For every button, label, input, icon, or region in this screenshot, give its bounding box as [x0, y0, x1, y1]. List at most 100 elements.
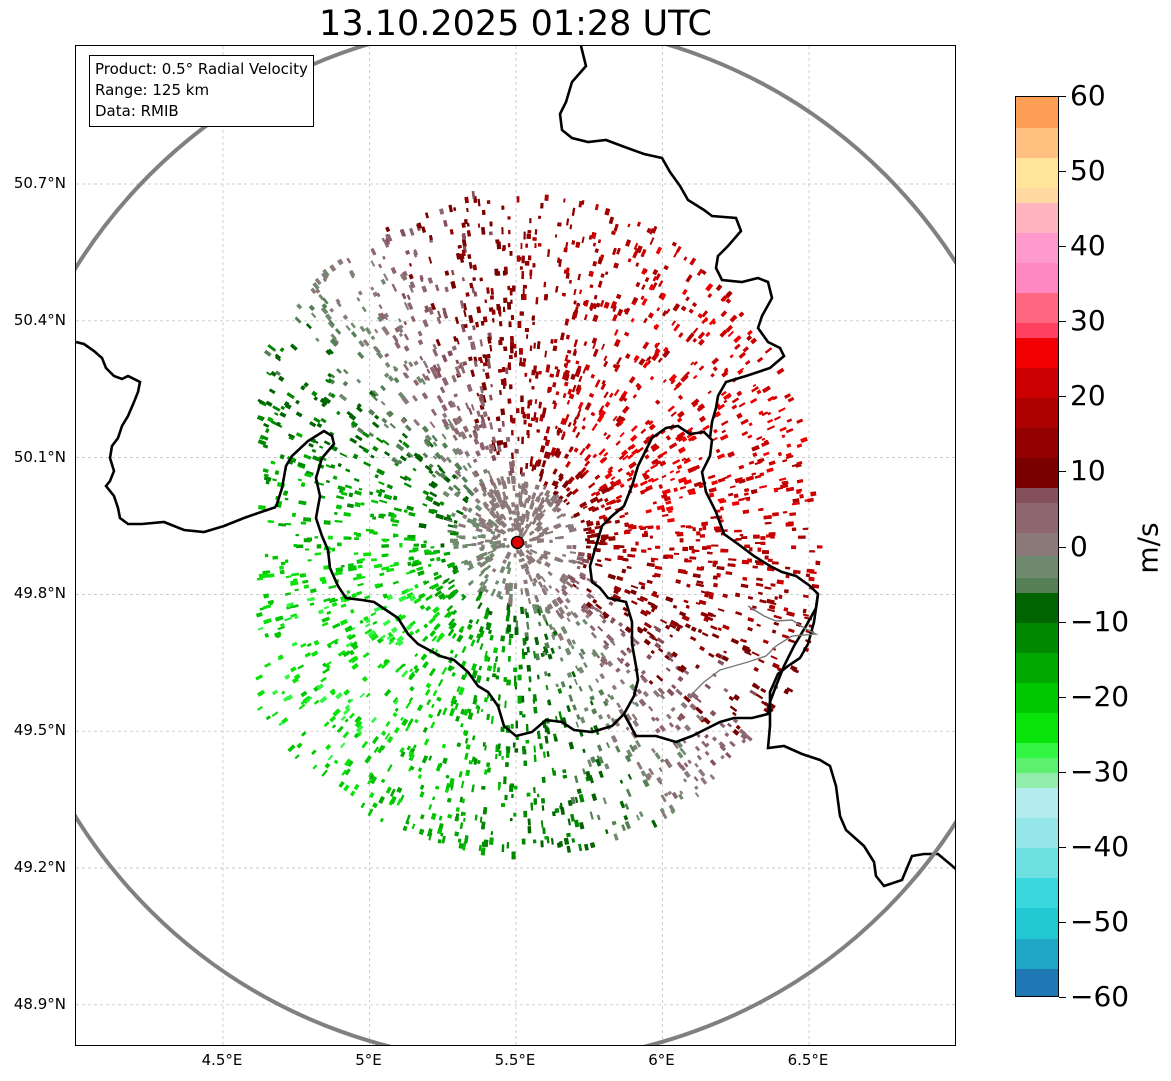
- echo-gate: [456, 509, 464, 516]
- echo-gate: [696, 404, 706, 412]
- echo-gate: [462, 425, 469, 433]
- echo-gate: [518, 496, 523, 505]
- echo-gate: [351, 643, 359, 650]
- echo-gate: [549, 539, 553, 543]
- echo-gate: [320, 306, 329, 315]
- echo-gate: [622, 396, 628, 402]
- echo-gate: [432, 611, 441, 620]
- echo-gate: [460, 708, 465, 715]
- echo-gate: [292, 604, 299, 609]
- echo-gate: [350, 424, 355, 429]
- echo-gate: [620, 632, 626, 638]
- echo-gate: [734, 343, 741, 350]
- echo-gate: [727, 492, 734, 497]
- echo-gate: [525, 739, 530, 744]
- echo-gate: [567, 799, 573, 807]
- echo-gate: [750, 337, 758, 345]
- echo-gate: [373, 746, 379, 754]
- echo-gate: [734, 529, 742, 533]
- echo-gate: [294, 615, 299, 620]
- echo-gate: [510, 314, 515, 320]
- echo-gate: [436, 316, 442, 325]
- echo-gate: [567, 818, 571, 826]
- echo-gate: [683, 599, 689, 604]
- echo-gate: [700, 590, 708, 594]
- echo-gate: [628, 376, 636, 384]
- echo-gate: [692, 573, 701, 579]
- echo-gate: [468, 261, 473, 269]
- echo-gate: [402, 441, 410, 449]
- echo-gate: [648, 767, 655, 776]
- echo-gate: [370, 260, 376, 267]
- echo-gate: [464, 402, 470, 410]
- echo-gate: [416, 704, 424, 712]
- echo-gate: [380, 513, 386, 517]
- echo-gate: [428, 256, 433, 264]
- echo-gate: [311, 749, 317, 756]
- echo-gate: [561, 431, 566, 438]
- echo-gate: [774, 596, 779, 600]
- echo-gate: [429, 366, 436, 375]
- echo-gate: [448, 422, 456, 432]
- echo-gate: [532, 321, 536, 326]
- echo-gate: [719, 329, 728, 338]
- echo-gate: [661, 474, 667, 479]
- echo-gate: [630, 425, 638, 432]
- echo-gate: [559, 576, 568, 584]
- echo-gate: [482, 362, 488, 367]
- echo-gate: [787, 521, 794, 526]
- echo-gate: [610, 300, 618, 310]
- echo-gate: [476, 306, 482, 314]
- echo-gate: [762, 451, 770, 457]
- echo-gate: [655, 727, 661, 734]
- echo-gate: [662, 513, 669, 517]
- echo-gate: [729, 314, 738, 323]
- echo-gate: [785, 486, 795, 492]
- echo-gate: [439, 472, 447, 480]
- echo-gate: [585, 443, 592, 450]
- echo-gate: [462, 514, 468, 520]
- echo-gate: [447, 813, 453, 819]
- echo-gate: [594, 248, 599, 253]
- echo-gate: [622, 454, 629, 461]
- echo-gate: [342, 731, 350, 739]
- echo-gate: [380, 400, 386, 406]
- echo-gate: [295, 544, 304, 549]
- echo-gate: [533, 650, 537, 659]
- echo-gate: [566, 399, 571, 405]
- echo-gate: [452, 569, 458, 575]
- echo-gate: [707, 390, 712, 395]
- echo-gate: [659, 618, 668, 624]
- echo-gate: [410, 537, 416, 541]
- echo-gate: [702, 521, 709, 526]
- echo-gate: [595, 758, 602, 767]
- echo-gate: [645, 609, 652, 615]
- echo-gate: [601, 343, 606, 350]
- echo-gate: [638, 525, 643, 529]
- echo-gate: [359, 692, 365, 699]
- echo-gate: [398, 439, 403, 444]
- radar-map[interactable]: [75, 45, 956, 1046]
- echo-gate: [600, 504, 606, 509]
- echo-gate: [508, 516, 513, 521]
- echo-gate: [577, 551, 585, 557]
- echo-gate: [516, 196, 520, 203]
- echo-gate: [349, 790, 356, 797]
- echo-gate: [394, 726, 400, 734]
- echo-gate: [342, 314, 349, 320]
- echo-gate: [263, 473, 269, 478]
- echo-gate: [392, 712, 398, 718]
- echo-gate: [656, 674, 664, 682]
- echo-gate: [426, 368, 431, 374]
- echo-gate: [590, 491, 597, 497]
- echo-gate: [676, 751, 684, 759]
- echo-gate: [552, 345, 558, 352]
- echo-gate: [386, 594, 394, 601]
- echo-gate: [330, 333, 337, 341]
- echo-gate: [692, 402, 699, 408]
- echo-gate: [636, 221, 642, 227]
- echo-gate: [296, 303, 303, 310]
- echo-gate: [399, 324, 404, 329]
- echo-gate: [417, 774, 423, 780]
- echo-gate: [751, 651, 760, 657]
